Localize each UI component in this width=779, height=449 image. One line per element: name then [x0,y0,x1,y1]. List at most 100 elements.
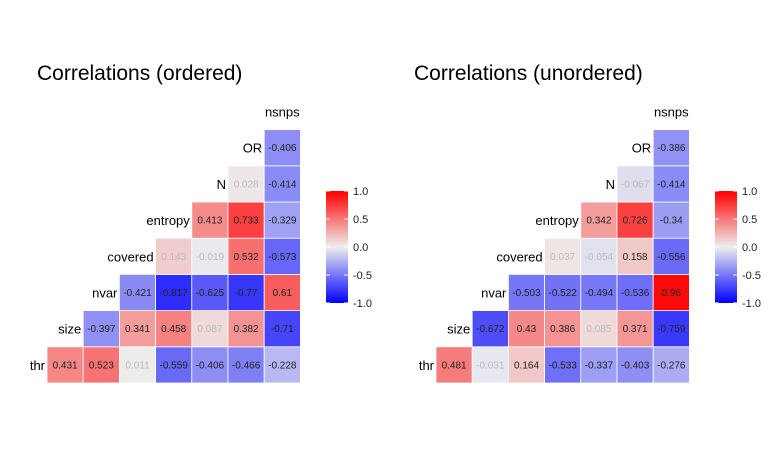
heatmap-cell [155,237,193,275]
cell-value-label: 0.371 [623,324,648,335]
cell-value-label: -0.536 [621,288,650,299]
heatmap-cell [155,310,193,348]
cell-value-label: -0.228 [268,360,297,371]
cell-value-label: 0.43 [517,324,537,335]
heatmap-cell [227,237,265,275]
heatmap-cell [263,129,301,167]
heatmap-ordered: Correlations (ordered) 0.431 0.523 0.011 -0.… [30,62,372,384]
cell-value-label: -0.817 [160,288,189,299]
row-label: N [217,177,226,192]
heatmap-cell [544,237,582,275]
cell-value-label: -0.573 [268,252,297,263]
color-legend: 1.0 0.5 0.0 -0.5 -1.0 [715,186,761,310]
cell-value-label: -0.414 [657,179,686,190]
heatmap-cell [652,237,690,275]
heatmap-cell [471,310,509,348]
cell-value-label: -0.276 [657,360,686,371]
legend-colorbar [715,191,737,303]
row-label: size [447,322,470,337]
cell-value-label: -0.031 [476,360,505,371]
heatmap-cell [507,273,545,311]
legend-tick-label: 0.5 [742,214,757,226]
row-label: thr [419,358,435,373]
cell-value-label: 0.085 [586,324,611,335]
row-label: nvar [92,286,118,301]
heatmap-cell [580,201,618,239]
legend-tick-label: -1.0 [742,298,761,310]
cell-value-label: -0.34 [660,216,683,227]
heatmap-cell [191,273,229,311]
cell-value-label: 0.382 [234,324,259,335]
cell-value-label: 0.61 [273,288,293,299]
cell-value-label: -0.403 [621,360,650,371]
legend-tick-label: -0.5 [353,270,372,282]
heatmap-cell [580,273,618,311]
heatmap-cell [652,165,690,203]
heatmap-cell [580,346,618,384]
cell-value-label: 0.341 [125,324,150,335]
legend-tick-label: -0.5 [742,270,761,282]
cell-value-label: 0.532 [234,252,259,263]
cell-value-label: -0.397 [87,324,116,335]
row-label: OR [243,141,263,156]
heatmap-cell [227,310,265,348]
cell-value-label: -0.625 [196,288,225,299]
row-label: thr [30,358,46,373]
row-label: N [606,177,615,192]
row-label: entropy [535,213,579,228]
legend-tick-label: 1.0 [353,186,368,198]
heatmap-cell [652,273,690,311]
heatmap-cell [263,201,301,239]
row-label: nvar [481,286,507,301]
cell-value-label: 0.726 [623,216,648,227]
cell-value-label: -0.559 [160,360,189,371]
cell-value-label: -0.329 [268,216,297,227]
cell-value-label: 0.028 [234,179,259,190]
cell-value-label: 0.342 [586,216,611,227]
cell-value-label: -0.406 [196,360,225,371]
cell-value-label: -0.71 [271,324,294,335]
heatmap-cell [263,310,301,348]
cell-value-label: 0.458 [161,324,186,335]
heatmap-unordered: Correlations (unordered) 0.481 -0.031 0.164… [414,62,761,384]
heatmap-cell [191,346,229,384]
cell-value-label: 0.143 [161,252,186,263]
legend-tick-label: 1.0 [742,186,757,198]
row-label: size [58,322,81,337]
cell-value-label: -0.556 [657,252,686,263]
heatmap-cell [119,273,157,311]
top-variable-label: nsnps [654,105,689,120]
legend-tick-label: 0.5 [353,214,368,226]
cell-value-label: 0.164 [514,360,539,371]
row-label: OR [632,141,652,156]
chart-title: Correlations (unordered) [414,62,643,85]
heatmap-cell [652,310,690,348]
heatmap-cell [507,310,545,348]
cell-value-label: -0.054 [585,252,614,263]
heatmap-cell [227,346,265,384]
heatmap-cell [263,273,301,311]
heatmap-cell [46,346,84,384]
cell-value-label: -0.414 [268,179,297,190]
cell-value-label: -0.77 [235,288,258,299]
cell-value-label: 0.733 [234,216,259,227]
heatmap-cell [507,346,545,384]
row-label: covered [107,249,153,264]
top-variable-label: nsnps [265,105,300,120]
chart-title: Correlations (ordered) [37,62,242,85]
legend-tick-label: 0.0 [742,242,757,254]
cell-value-label: 0.481 [442,360,467,371]
cell-value-label: 0.523 [89,360,114,371]
heatmap-cell [191,201,229,239]
legend-tick-label: 0.0 [353,242,368,254]
cell-value-label: -0.406 [268,143,297,154]
heatmap-cell [82,310,120,348]
legend-colorbar [326,191,348,303]
cell-value-label: -0.672 [476,324,505,335]
cell-value-label: 0.087 [197,324,222,335]
cell-value-label: -0.522 [549,288,578,299]
heatmap-cell [191,237,229,275]
cell-value-label: -0.421 [123,288,152,299]
cell-value-label: -0.386 [657,143,686,154]
